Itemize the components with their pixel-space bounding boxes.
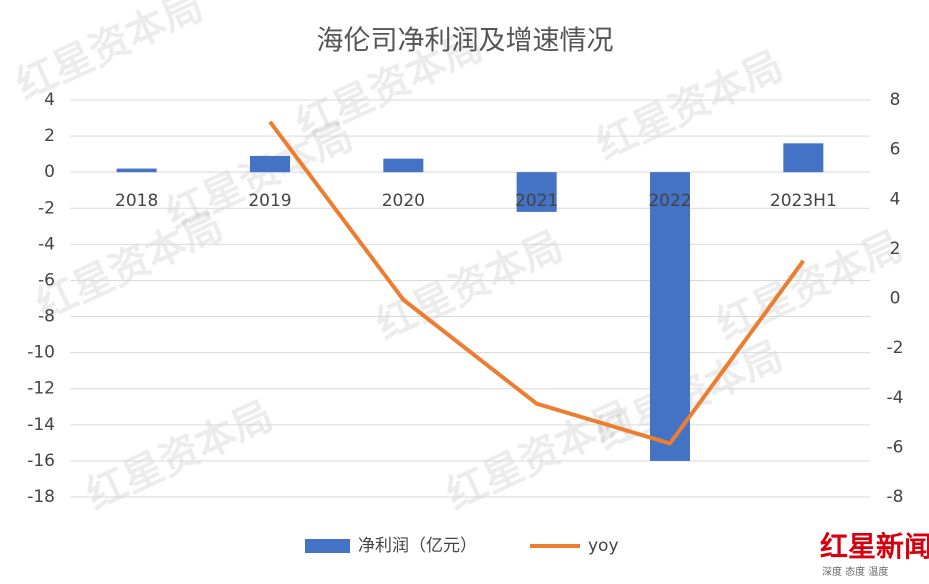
y-tick-label: -10 [27,343,55,363]
bar [783,143,824,173]
bar [250,155,290,173]
chart-title: 海伦司净利润及增速情况 [317,26,614,57]
y-tick-label: -2 [38,198,55,218]
y-tick-label: -6 [38,270,55,290]
logo-tagline: 深度 态度 温度 [822,565,888,578]
bar [650,172,690,461]
legend-label: yoy [588,536,619,556]
x-tick-label: 2022 [648,191,691,211]
x-tick-label: 2018 [115,191,158,211]
y-tick-label: -18 [27,487,55,507]
watermark: 红星资本局 [9,0,210,109]
x-tick-label: 2019 [248,191,291,211]
bar [516,172,557,212]
watermark: 红星资本局 [79,393,280,519]
y2-tick-label: -4 [887,388,904,408]
line [268,120,805,446]
y2-tick-label: -2 [887,338,904,358]
bar [383,158,424,173]
y2-tick-label: 6 [890,140,901,160]
y2-tick-label: 4 [890,189,901,209]
legend-label: 净利润（亿元） [358,536,477,556]
y2-tick-label: 0 [890,289,901,309]
y2-tick-label: 2 [890,239,901,259]
bar [116,168,157,173]
y-tick-label: 4 [44,90,55,110]
x-tick-label: 2021 [515,191,558,211]
y-tick-label: -16 [27,451,55,471]
y2-tick-label: -8 [887,487,904,507]
y2-tick-label: -6 [887,437,904,457]
y-tick-label: -8 [38,307,55,327]
y-tick-label: -12 [27,379,55,399]
x-tick-label: 2023H1 [770,191,837,211]
watermark: 红星资本局 [369,223,570,349]
y-tick-label: -14 [27,415,55,435]
y-tick-label: 2 [44,126,55,146]
y2-tick-label: 8 [890,90,901,110]
y-tick-label: -4 [38,234,55,254]
x-tick-label: 2020 [382,191,425,211]
y-tick-label: 0 [44,162,55,182]
logo: 红星新闻 [820,530,929,563]
watermark: 红星资本局 [159,113,360,239]
watermark: 红星资本局 [709,223,910,349]
watermark: 红星资本局 [589,43,790,169]
legend-swatch [305,539,350,553]
